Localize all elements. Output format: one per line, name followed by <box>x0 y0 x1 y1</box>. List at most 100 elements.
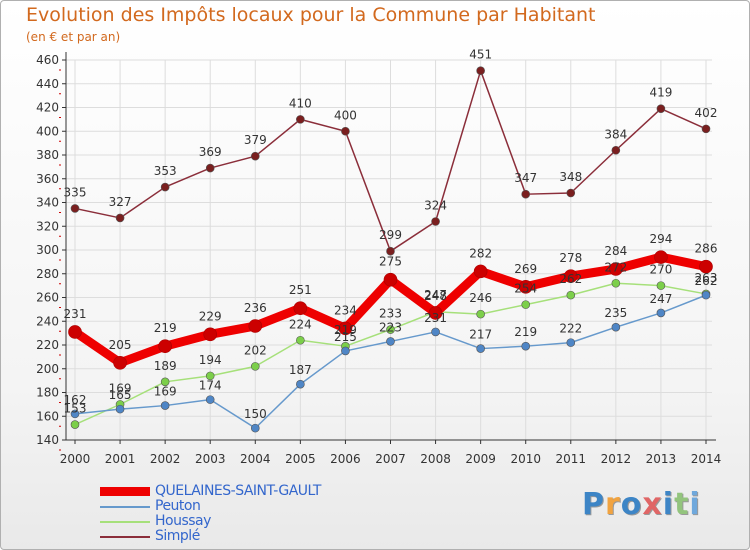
data-label: 231 <box>64 307 87 321</box>
data-label: 236 <box>244 301 267 315</box>
legend-label: Simplé <box>155 528 200 544</box>
data-label: 169 <box>109 381 132 395</box>
data-point <box>338 321 353 336</box>
data-label: 162 <box>64 393 87 407</box>
data-label: 165 <box>109 388 132 402</box>
data-label: 219 <box>514 325 537 339</box>
data-label: 248 <box>424 289 447 303</box>
data-point <box>386 246 395 256</box>
data-point <box>341 126 350 136</box>
data-label: 187 <box>289 363 312 377</box>
data-point <box>205 395 215 404</box>
legend-label: QUELAINES-SAINT-GAULT <box>155 483 321 499</box>
y-tick-label: 280 <box>36 267 59 281</box>
data-label: 400 <box>334 108 357 122</box>
y-tick-label: 420 <box>36 101 59 115</box>
data-label: 222 <box>559 322 582 336</box>
proxiti-logo: Proxiti <box>582 487 701 522</box>
data-label: 348 <box>559 170 582 184</box>
data-label: 269 <box>514 262 537 276</box>
data-label: 286 <box>695 242 718 256</box>
data-point <box>160 182 170 192</box>
data-label: 353 <box>154 164 177 178</box>
data-point <box>521 341 531 351</box>
data-point <box>611 278 621 288</box>
data-point <box>566 338 576 347</box>
data-label: 369 <box>199 145 222 159</box>
x-tick-label: 2005 <box>285 452 316 466</box>
data-label: 262 <box>695 274 718 288</box>
y-tick-label: 320 <box>36 219 59 233</box>
data-point <box>70 420 80 429</box>
logo-letter: t <box>674 487 690 522</box>
data-point <box>341 346 350 356</box>
data-label: 229 <box>199 309 222 323</box>
y-tick-label: 260 <box>36 291 59 305</box>
data-label: 384 <box>604 127 627 141</box>
data-point <box>293 301 308 315</box>
y-tick-label: 380 <box>36 148 59 162</box>
x-tick-label: 2010 <box>510 452 541 466</box>
x-tick-label: 2003 <box>195 452 226 466</box>
data-label: 327 <box>109 195 132 209</box>
data-point <box>115 213 125 223</box>
legend-label: Peuton <box>155 498 201 514</box>
data-label: 169 <box>154 385 177 399</box>
data-label: 174 <box>199 379 222 393</box>
data-label: 347 <box>514 171 537 185</box>
logo-letter: P <box>582 487 605 522</box>
data-point <box>609 262 623 276</box>
x-tick-label: 2014 <box>691 452 722 466</box>
data-point <box>296 379 305 389</box>
data-point <box>611 322 621 332</box>
y-tick-label: 300 <box>36 243 59 257</box>
data-label: 247 <box>649 292 672 306</box>
data-label: 284 <box>604 244 627 258</box>
legend-swatch <box>100 521 150 523</box>
data-label: 419 <box>649 86 672 100</box>
data-point <box>386 325 395 334</box>
data-label: 219 <box>154 321 177 335</box>
data-label: 270 <box>649 263 672 277</box>
data-point <box>115 404 125 414</box>
chart-title: Evolution des Impôts locaux pour la Comm… <box>26 4 596 26</box>
data-label: 402 <box>695 106 718 120</box>
data-label: 254 <box>514 282 537 296</box>
data-label: 234 <box>334 303 357 317</box>
x-tick-label: 2004 <box>240 452 271 466</box>
logo-letter: x <box>642 487 663 522</box>
data-point <box>476 344 485 353</box>
data-label: 246 <box>469 291 492 305</box>
data-label: 235 <box>604 306 627 320</box>
data-label: 282 <box>469 246 492 260</box>
x-tick-label: 2012 <box>601 452 632 466</box>
chart-subtitle: (en € et par an) <box>26 30 121 44</box>
data-point <box>566 290 576 300</box>
data-point <box>296 115 305 124</box>
x-tick-label: 2013 <box>646 452 677 466</box>
data-point <box>296 335 305 345</box>
logo-letter: r <box>605 487 621 522</box>
data-label: 215 <box>334 330 357 344</box>
data-label: 153 <box>64 402 87 416</box>
data-label: 278 <box>559 251 582 265</box>
data-point <box>656 308 666 318</box>
legend-swatch <box>100 487 150 496</box>
data-label: 223 <box>379 320 402 334</box>
data-point <box>656 281 666 290</box>
y-tick-label: 200 <box>36 362 59 376</box>
y-tick-label: 400 <box>36 124 59 138</box>
x-tick-label: 2007 <box>375 452 406 466</box>
data-label: 251 <box>289 283 312 297</box>
data-point <box>431 217 440 226</box>
x-tick-label: 2002 <box>150 452 181 466</box>
data-point <box>68 325 82 339</box>
data-label: 194 <box>199 353 222 367</box>
data-point <box>250 362 260 371</box>
data-point <box>386 337 395 346</box>
logo-letter: i <box>662 487 675 522</box>
data-label: 379 <box>244 133 267 147</box>
data-label: 217 <box>469 328 492 342</box>
